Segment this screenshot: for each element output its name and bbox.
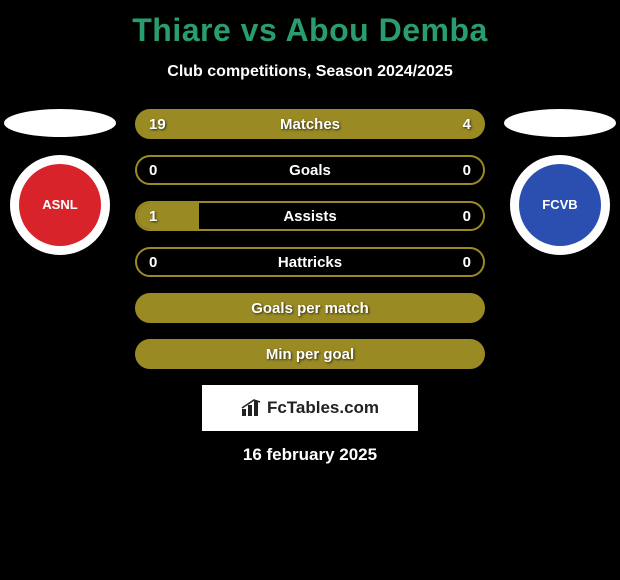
stats-list: 19 Matches 4 0 Goals 0 1 Assists 0 0 Hattricks 0 Goa… — [135, 109, 485, 369]
team-logo-left: ASNL — [10, 155, 110, 255]
stat-value-left: 19 — [149, 116, 166, 133]
comparison-content: ASNL FCVB 19 Matches 4 0 Goals 0 1 Assists 0 0 Hat… — [0, 109, 620, 465]
team-abbrev-left: ASNL — [42, 198, 77, 212]
stat-row: 1 Assists 0 — [135, 201, 485, 231]
stat-value-right: 0 — [463, 254, 471, 271]
subtitle: Club competitions, Season 2024/2025 — [0, 63, 620, 81]
page-title: Thiare vs Abou Demba — [0, 0, 620, 49]
team-logo-right-inner: FCVB — [519, 164, 601, 246]
stat-row: Min per goal — [135, 339, 485, 369]
stat-label: Matches — [280, 116, 340, 133]
stat-value-right: 4 — [463, 116, 471, 133]
stat-value-right: 0 — [463, 208, 471, 225]
title-text: Thiare vs Abou Demba — [132, 12, 488, 48]
stat-label: Goals — [289, 162, 331, 179]
date-text: 16 february 2025 — [0, 445, 620, 465]
stat-label: Hattricks — [278, 254, 342, 271]
branding-text: FcTables.com — [267, 398, 379, 418]
stat-label: Min per goal — [266, 346, 354, 363]
player-silhouette-right — [504, 109, 616, 137]
player-silhouette-left — [4, 109, 116, 137]
stat-label: Goals per match — [251, 300, 369, 317]
stat-fill-left — [137, 203, 199, 229]
stat-row: 0 Goals 0 — [135, 155, 485, 185]
stat-value-right: 0 — [463, 162, 471, 179]
branding-box: FcTables.com — [202, 385, 418, 431]
team-abbrev-right: FCVB — [542, 198, 577, 212]
right-player-badge: FCVB — [500, 109, 620, 255]
stat-value-left: 0 — [149, 254, 157, 271]
chart-icon — [241, 399, 263, 417]
stat-value-left: 0 — [149, 162, 157, 179]
stat-value-left: 1 — [149, 208, 157, 225]
stat-label: Assists — [283, 208, 336, 225]
left-player-badge: ASNL — [0, 109, 120, 255]
team-logo-left-inner: ASNL — [19, 164, 101, 246]
stat-fill-right — [407, 111, 483, 137]
stat-row: 0 Hattricks 0 — [135, 247, 485, 277]
stat-row: 19 Matches 4 — [135, 109, 485, 139]
stat-row: Goals per match — [135, 293, 485, 323]
stat-fill-left — [137, 111, 407, 137]
team-logo-right: FCVB — [510, 155, 610, 255]
